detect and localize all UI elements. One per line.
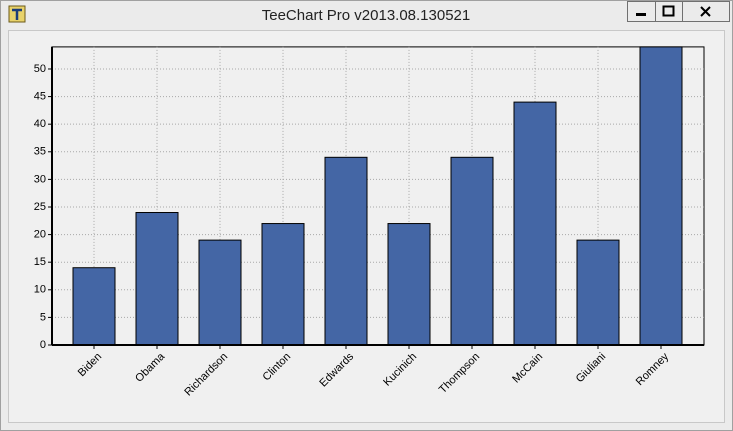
y-tick-label: 10 — [34, 284, 46, 296]
window-title: TeeChart Pro v2013.08.130521 — [262, 7, 470, 24]
y-tick-label: 30 — [34, 173, 46, 185]
bar — [198, 239, 242, 346]
y-tick-label: 15 — [34, 256, 46, 268]
y-tick-label: 20 — [34, 228, 46, 240]
y-tick-label: 25 — [34, 201, 46, 213]
bar — [324, 156, 368, 346]
y-tick-label: 0 — [40, 339, 46, 351]
bar — [72, 267, 116, 346]
minimize-button[interactable] — [627, 1, 656, 22]
bar — [135, 212, 179, 346]
y-tick-label: 40 — [34, 118, 46, 130]
bar — [513, 101, 557, 346]
window-buttons — [627, 1, 730, 22]
y-tick-label: 50 — [34, 63, 46, 75]
y-tick-label: 45 — [34, 90, 46, 102]
app-icon — [8, 5, 26, 23]
bar — [450, 156, 494, 346]
bar — [387, 223, 431, 346]
close-button[interactable] — [682, 1, 730, 22]
y-tick-label: 35 — [34, 146, 46, 158]
bar — [261, 223, 305, 346]
bar — [639, 46, 683, 346]
bar — [576, 239, 620, 346]
maximize-button[interactable] — [655, 1, 683, 22]
y-tick-label: 5 — [40, 311, 46, 323]
